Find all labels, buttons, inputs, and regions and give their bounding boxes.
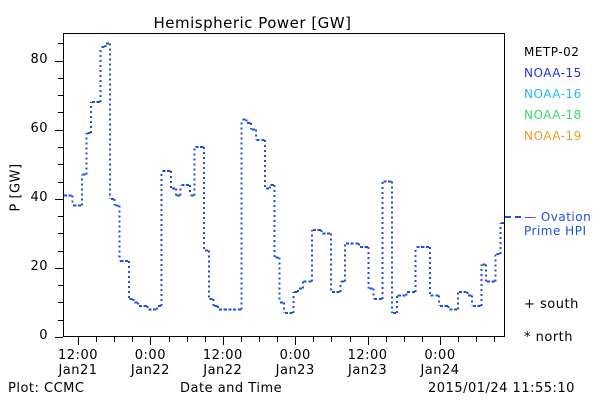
y-tick-minor: [58, 250, 63, 252]
x-tick-minor: [132, 337, 134, 342]
x-tick-minor: [331, 337, 333, 342]
y-tick-minor: [58, 43, 63, 45]
y-tick-label: 20: [30, 258, 48, 274]
x-tick-minor: [204, 337, 206, 342]
y-tick-label: 80: [30, 51, 48, 67]
x-tick-minor: [349, 337, 351, 342]
x-tick-label: 12:00 Jan21: [38, 348, 118, 378]
legend-item-noaa-18[interactable]: NOAA-18: [524, 108, 582, 122]
y-tick-mark: [55, 267, 63, 269]
y-tick-minor: [58, 233, 63, 235]
x-tick-date: Jan23: [275, 363, 315, 378]
y-tick-label: 60: [30, 120, 48, 136]
x-tick-mark: [295, 337, 297, 345]
legend-item-noaa-16[interactable]: NOAA-16: [524, 87, 582, 101]
y-tick-minor: [58, 302, 63, 304]
x-tick-label: 0:00 Jan22: [110, 348, 190, 378]
ovation-legend-label: — Ovation Prime HPI: [524, 210, 591, 238]
plot-credit: Plot: CCMC: [8, 381, 85, 396]
y-tick-label: 0: [39, 328, 48, 343]
legend-item-noaa-15[interactable]: NOAA-15: [524, 66, 582, 80]
plot-timestamp: 2015/01/24 11:55:10: [428, 381, 575, 396]
y-tick-minor: [58, 181, 63, 183]
x-tick-minor: [96, 337, 98, 342]
x-tick-label: 0:00 Jan24: [400, 348, 480, 378]
y-tick-minor: [58, 164, 63, 166]
x-tick-mark: [367, 337, 369, 345]
x-tick-time: 12:00: [58, 348, 98, 363]
x-tick-date: Jan24: [420, 363, 460, 378]
x-tick-time: 12:00: [347, 348, 388, 363]
ovation-legend-line1: — Ovation: [524, 210, 592, 224]
y-tick-mark: [55, 337, 63, 338]
y-tick-minor: [58, 95, 63, 97]
x-tick-mark: [78, 337, 79, 345]
y-tick-mark: [55, 129, 63, 131]
y-tick-mark: [55, 60, 63, 62]
ovation-legend-line2: Prime HPI: [524, 224, 587, 238]
y-tick-minor: [58, 216, 63, 218]
x-tick-minor: [259, 337, 260, 342]
x-tick-minor: [403, 337, 405, 342]
x-tick-time: 12:00: [202, 348, 243, 363]
x-tick-time: 0:00: [424, 348, 456, 363]
x-tick-date: Jan21: [58, 363, 98, 378]
x-tick-label: 12:00 Jan22: [183, 348, 263, 378]
x-tick-minor: [494, 337, 496, 342]
y-tick-minor: [58, 77, 63, 79]
ovation-legend-line: [505, 216, 521, 218]
plot-frame: [63, 33, 505, 337]
legend-item-noaa-19[interactable]: NOAA-19: [524, 129, 582, 143]
chart-title: Hemispheric Power [GW]: [153, 14, 352, 32]
x-tick-minor: [458, 337, 460, 342]
x-tick-minor: [186, 337, 188, 342]
plot-canvas: [63, 42, 505, 314]
y-tick-minor: [58, 319, 63, 321]
legend-marker-north: * north: [524, 330, 574, 345]
y-axis-label: P [GW]: [8, 163, 24, 212]
y-tick-minor: [58, 285, 63, 287]
x-tick-mark: [150, 337, 152, 345]
x-tick-date: Jan23: [348, 363, 388, 378]
x-tick-mark: [440, 337, 441, 345]
x-tick-minor: [168, 337, 170, 342]
x-tick-time: 0:00: [134, 348, 166, 363]
x-tick-date: Jan22: [130, 363, 170, 378]
x-tick-minor: [277, 337, 279, 342]
legend-marker-south: + south: [524, 297, 579, 312]
data-series-ovation-prime-hpi: [63, 42, 505, 314]
y-tick-label: 40: [30, 189, 48, 205]
x-tick-minor: [421, 337, 423, 342]
x-axis-label: Date and Time: [180, 381, 283, 396]
y-tick-minor: [58, 112, 63, 114]
legend-item-metp-02[interactable]: METP-02: [524, 45, 580, 59]
x-tick-label: 0:00 Jan23: [255, 348, 335, 378]
x-tick-minor: [385, 337, 387, 342]
x-tick-minor: [114, 337, 116, 342]
x-tick-minor: [313, 337, 315, 342]
x-tick-mark: [222, 337, 224, 345]
x-tick-label: 12:00 Jan23: [328, 348, 408, 378]
y-tick-mark: [55, 198, 63, 200]
x-tick-time: 0:00: [279, 348, 311, 363]
x-tick-minor: [476, 337, 478, 342]
x-tick-date: Jan22: [203, 363, 243, 378]
x-tick-minor: [240, 337, 242, 342]
y-tick-minor: [58, 147, 63, 148]
